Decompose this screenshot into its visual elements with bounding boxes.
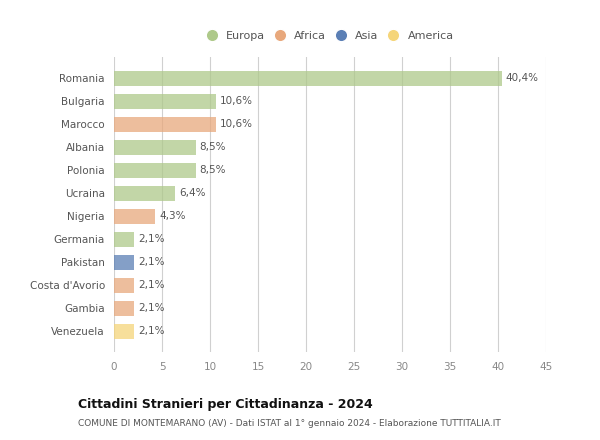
Text: 40,4%: 40,4% — [506, 73, 539, 83]
Text: 10,6%: 10,6% — [220, 119, 253, 129]
Text: 6,4%: 6,4% — [179, 188, 206, 198]
Text: 2,1%: 2,1% — [138, 303, 164, 313]
Bar — [114, 255, 134, 270]
Text: 8,5%: 8,5% — [199, 142, 226, 152]
Text: 4,3%: 4,3% — [159, 211, 185, 221]
Bar — [114, 163, 196, 178]
Text: COMUNE DI MONTEMARANO (AV) - Dati ISTAT al 1° gennaio 2024 - Elaborazione TUTTIT: COMUNE DI MONTEMARANO (AV) - Dati ISTAT … — [78, 419, 501, 428]
Bar — [114, 278, 134, 293]
Bar — [114, 324, 134, 339]
Bar — [114, 186, 175, 201]
Text: 10,6%: 10,6% — [220, 96, 253, 106]
Bar — [114, 231, 134, 246]
Bar — [114, 301, 134, 315]
Bar — [114, 94, 216, 109]
Text: Cittadini Stranieri per Cittadinanza - 2024: Cittadini Stranieri per Cittadinanza - 2… — [78, 398, 373, 411]
Text: 2,1%: 2,1% — [138, 257, 164, 267]
Bar — [114, 117, 216, 132]
Bar — [114, 209, 155, 224]
Bar — [114, 70, 502, 85]
Text: 2,1%: 2,1% — [138, 234, 164, 244]
Bar — [114, 139, 196, 154]
Text: 2,1%: 2,1% — [138, 280, 164, 290]
Legend: Europa, Africa, Asia, America: Europa, Africa, Asia, America — [203, 27, 457, 45]
Text: 8,5%: 8,5% — [199, 165, 226, 175]
Text: 2,1%: 2,1% — [138, 326, 164, 336]
